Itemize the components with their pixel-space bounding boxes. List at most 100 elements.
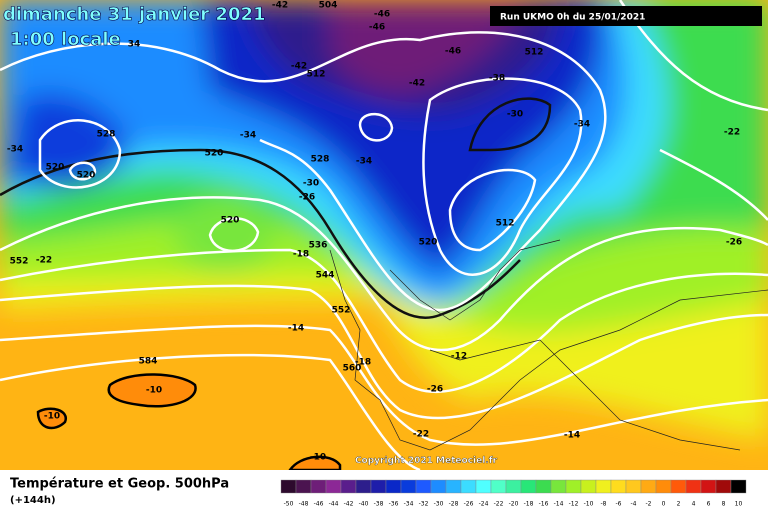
legend-label: 6	[707, 501, 711, 508]
legend-swatch	[580, 479, 597, 494]
map-label: -18	[293, 250, 309, 260]
map-label: -30	[303, 179, 319, 189]
map-label: -10	[310, 453, 326, 463]
legend-label: 8	[722, 501, 726, 508]
legend-label: -18	[524, 501, 534, 508]
run-info: Run UKMO 0h du 25/01/2021	[500, 13, 645, 23]
legend-label: -48	[299, 501, 309, 508]
lead-time: (+144h)	[10, 495, 56, 506]
map-label: 520	[46, 163, 65, 173]
map-label: 512	[496, 219, 515, 229]
map-label: 512	[307, 70, 326, 80]
map-label: -34	[574, 120, 590, 130]
map-label: -22	[36, 256, 52, 266]
map-label: 504	[319, 1, 338, 11]
legend-label: -32	[419, 501, 429, 508]
legend-swatch	[670, 479, 687, 494]
run-box	[490, 6, 762, 26]
legend-swatch	[340, 479, 357, 494]
legend-swatch	[490, 479, 507, 494]
legend-swatch	[535, 479, 552, 494]
map-label: 520	[77, 171, 96, 181]
legend-swatch	[610, 479, 627, 494]
legend-swatch	[460, 479, 477, 494]
map-label: -34	[240, 131, 256, 141]
map-label: -30	[507, 110, 523, 120]
legend-swatch	[625, 479, 642, 494]
legend-swatch	[715, 479, 732, 494]
legend-label: -38	[374, 501, 384, 508]
map-label: -26	[726, 238, 742, 248]
map-label: 584	[139, 357, 158, 367]
coastlines	[329, 239, 768, 451]
map-label: -34	[356, 157, 372, 167]
color-legend: -50 -48 -46 -44 -42 -40 -38 -36 -34 -32 -30 -28 -26-…	[280, 479, 747, 508]
map-label: 512	[525, 48, 544, 58]
legend-swatch	[565, 479, 582, 494]
map-label: -38	[489, 74, 505, 84]
legend-swatch	[355, 479, 372, 494]
warm-core	[36, 407, 67, 430]
warm-core	[107, 373, 197, 408]
legend-swatch	[385, 479, 402, 494]
legend-label: -6	[616, 501, 622, 508]
map-label: 520	[419, 238, 438, 248]
legend-label: -22	[494, 501, 504, 508]
legend-swatch	[310, 479, 327, 494]
legend-label: -4	[631, 501, 637, 508]
legend-label: -14	[554, 501, 564, 508]
legend-label: 2	[677, 501, 681, 508]
legend-label: -8	[601, 501, 607, 508]
map-label: -10	[146, 386, 162, 396]
legend-swatch	[595, 479, 612, 494]
legend-label: 4	[692, 501, 696, 508]
footer-title: Température et Geop. 500hPa	[10, 477, 229, 492]
legend-swatch	[505, 479, 522, 494]
legend-swatch	[550, 479, 567, 494]
map-label: -34	[7, 145, 23, 155]
legend-label: -36	[389, 501, 399, 508]
legend-swatch	[655, 479, 672, 494]
map-label: -10	[44, 412, 60, 422]
legend-label: -46	[314, 501, 324, 508]
legend-swatch	[280, 479, 297, 494]
map-label: 34	[128, 40, 141, 50]
map-label: 552	[10, 257, 29, 267]
map-label: -14	[288, 324, 304, 334]
warm-core	[288, 455, 342, 470]
legend-label: -44	[329, 501, 339, 508]
legend-label: -20	[509, 501, 519, 508]
legend-label: -30	[434, 501, 444, 508]
legend-label: -12	[569, 501, 579, 508]
legend-label: -42	[344, 501, 354, 508]
map-label: -22	[724, 128, 740, 138]
legend-swatch	[640, 479, 657, 494]
map-label: 552	[332, 306, 351, 316]
legend-label: -24	[479, 501, 489, 508]
map-label: -26	[299, 193, 315, 203]
legend-label: -2	[646, 501, 652, 508]
map-label: -46	[369, 23, 385, 33]
map-label: -14	[564, 431, 580, 441]
map-label: 528	[97, 130, 116, 140]
map-label: 536	[309, 241, 328, 251]
map-label: -12	[451, 352, 467, 362]
map-label: -22	[413, 430, 429, 440]
legend-swatch	[325, 479, 342, 494]
legend-label: -50	[284, 501, 294, 508]
geopotential-contours	[0, 0, 768, 470]
copyright: Copyright 2021 Meteociel.fr	[355, 456, 498, 466]
legend-swatch	[520, 479, 537, 494]
legend-label: -16	[539, 501, 549, 508]
legend-swatch	[370, 479, 387, 494]
legend-label: 0	[662, 501, 666, 508]
legend-label: -10	[584, 501, 594, 508]
map-label: -18	[355, 358, 371, 368]
legend-swatch	[475, 479, 492, 494]
map-subtitle: 1:00 locale	[10, 29, 121, 50]
map-label: -26	[427, 385, 443, 395]
map-label: -42	[291, 62, 307, 72]
map-label: 520	[205, 149, 224, 159]
